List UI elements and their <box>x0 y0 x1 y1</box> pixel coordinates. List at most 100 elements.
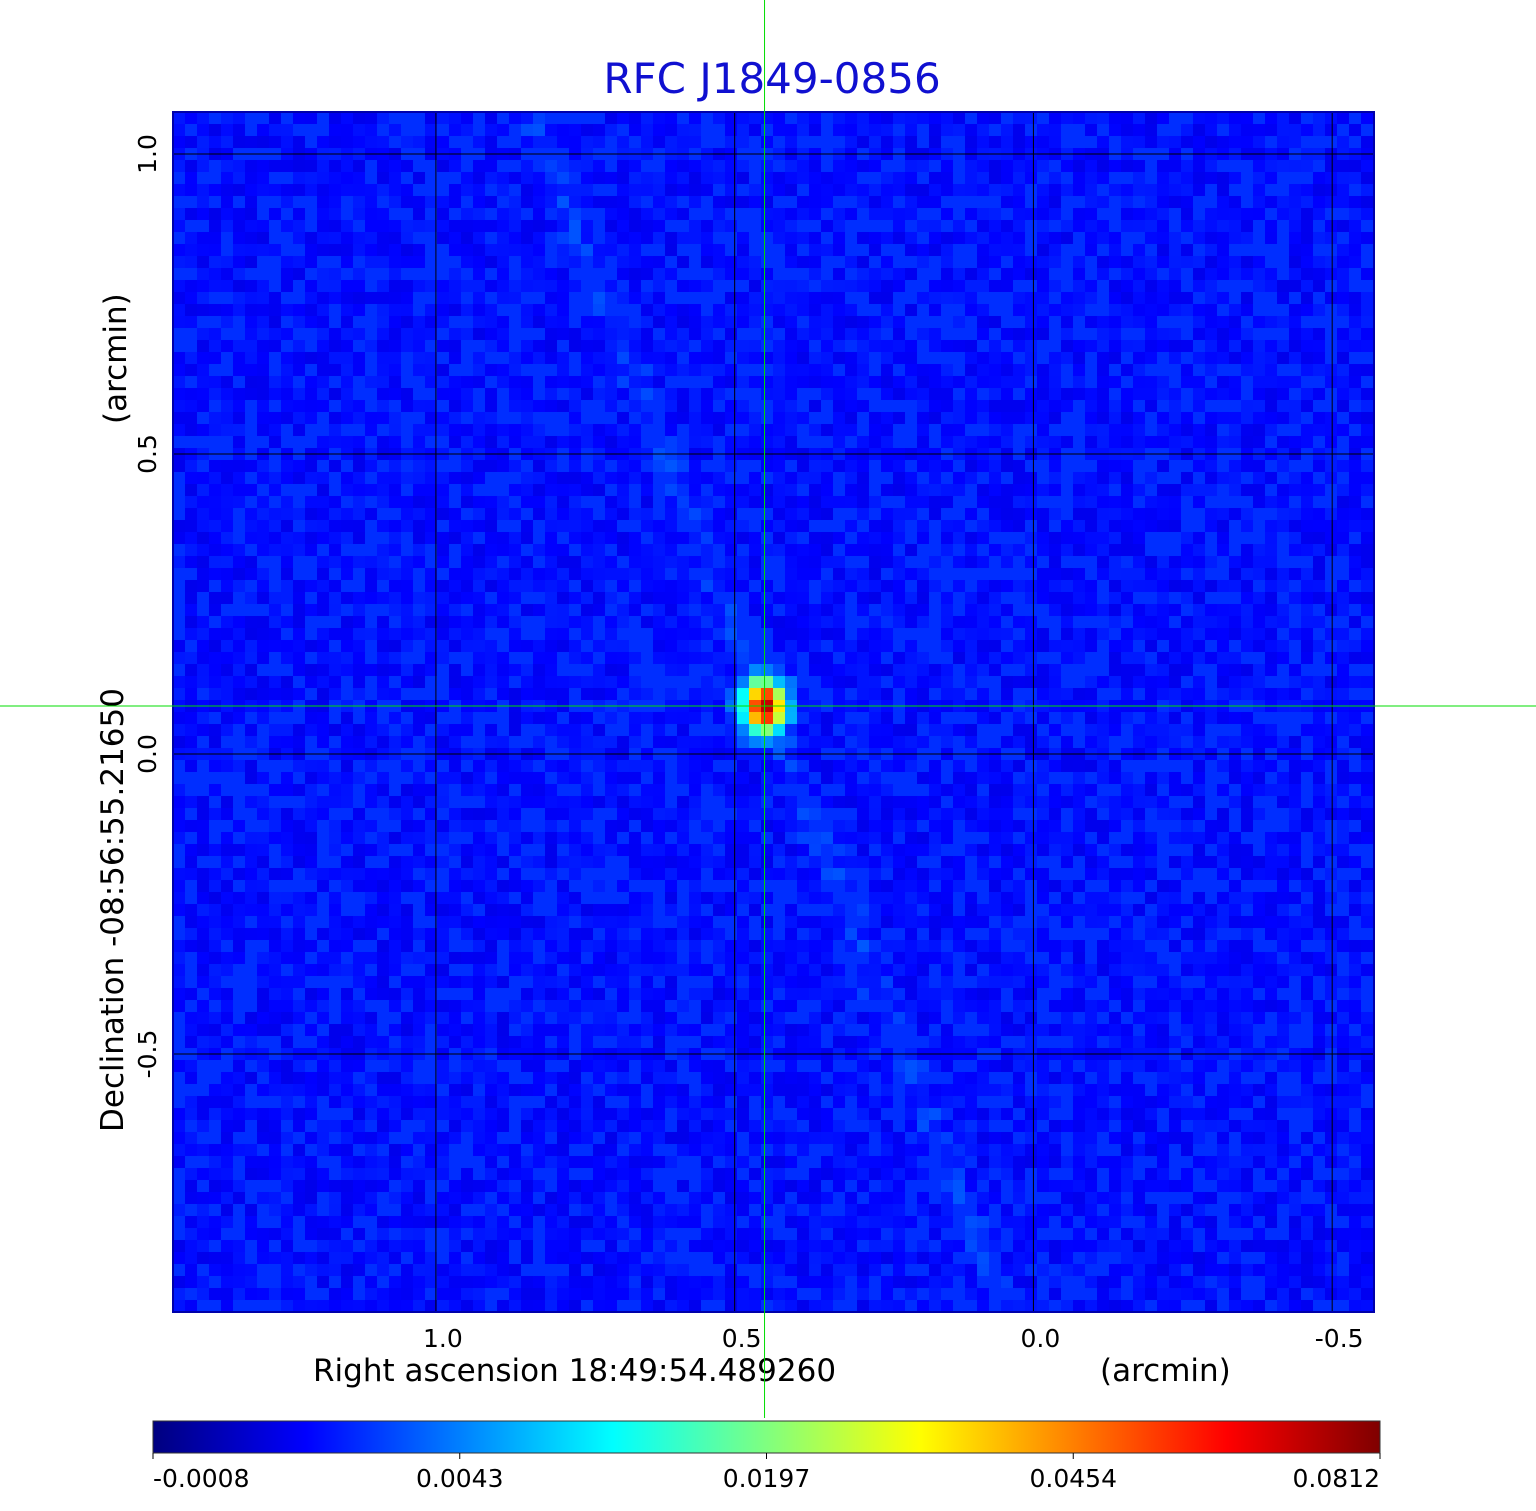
map-pixel <box>317 496 329 508</box>
map-pixel <box>641 544 653 556</box>
map-pixel <box>269 160 281 172</box>
map-pixel <box>629 124 641 136</box>
map-pixel <box>1337 772 1349 784</box>
map-pixel <box>425 124 437 136</box>
map-pixel <box>773 844 785 856</box>
map-pixel <box>1097 508 1109 520</box>
map-pixel <box>569 568 581 580</box>
map-pixel <box>1109 376 1121 388</box>
map-pixel <box>809 556 821 568</box>
map-pixel <box>1145 316 1157 328</box>
map-pixel <box>785 340 797 352</box>
map-pixel <box>209 352 221 364</box>
map-pixel <box>1265 496 1277 508</box>
map-pixel <box>413 844 425 856</box>
map-pixel <box>413 256 425 268</box>
map-pixel <box>497 916 509 928</box>
map-pixel <box>881 256 893 268</box>
map-pixel <box>1061 796 1073 808</box>
map-pixel <box>209 472 221 484</box>
map-pixel <box>1145 844 1157 856</box>
map-pixel <box>521 520 533 532</box>
map-pixel <box>1061 628 1073 640</box>
map-pixel <box>929 364 941 376</box>
map-pixel <box>1001 868 1013 880</box>
map-pixel <box>245 892 257 904</box>
map-pixel <box>1265 160 1277 172</box>
map-pixel <box>209 244 221 256</box>
map-pixel <box>281 532 293 544</box>
map-pixel <box>317 472 329 484</box>
map-pixel <box>245 868 257 880</box>
map-pixel <box>941 736 953 748</box>
map-pixel <box>485 508 497 520</box>
map-pixel <box>1145 352 1157 364</box>
map-pixel <box>689 460 701 472</box>
map-pixel <box>521 892 533 904</box>
map-pixel <box>197 160 209 172</box>
map-pixel <box>557 616 569 628</box>
map-pixel <box>353 844 365 856</box>
map-pixel <box>377 592 389 604</box>
map-pixel <box>1001 388 1013 400</box>
map-pixel <box>1013 904 1025 916</box>
map-pixel <box>989 244 1001 256</box>
map-pixel <box>437 628 449 640</box>
map-pixel <box>1325 292 1337 304</box>
map-pixel <box>1289 232 1301 244</box>
map-pixel <box>185 664 197 676</box>
map-pixel <box>365 208 377 220</box>
map-pixel <box>281 328 293 340</box>
map-pixel <box>809 844 821 856</box>
map-pixel <box>1217 784 1229 796</box>
map-pixel <box>965 772 977 784</box>
map-pixel <box>377 568 389 580</box>
map-pixel <box>545 928 557 940</box>
map-pixel <box>1205 232 1217 244</box>
map-pixel <box>941 112 953 124</box>
map-pixel <box>1025 832 1037 844</box>
map-pixel <box>473 244 485 256</box>
map-pixel <box>1193 160 1205 172</box>
map-pixel <box>737 112 749 124</box>
map-pixel <box>605 328 617 340</box>
map-pixel <box>737 172 749 184</box>
map-pixel <box>725 112 737 124</box>
map-pixel <box>629 688 641 700</box>
map-pixel <box>1229 760 1241 772</box>
map-pixel <box>641 892 653 904</box>
map-pixel <box>737 712 749 724</box>
map-pixel <box>713 256 725 268</box>
map-pixel <box>257 376 269 388</box>
map-pixel <box>233 664 245 676</box>
map-pixel <box>521 664 533 676</box>
map-pixel <box>1085 208 1097 220</box>
map-pixel <box>1253 208 1265 220</box>
map-pixel <box>293 628 305 640</box>
map-pixel <box>1313 184 1325 196</box>
map-pixel <box>377 628 389 640</box>
map-pixel <box>881 844 893 856</box>
map-pixel <box>1073 592 1085 604</box>
map-pixel <box>1061 856 1073 868</box>
map-pixel <box>869 832 881 844</box>
map-pixel <box>665 136 677 148</box>
map-pixel <box>881 388 893 400</box>
map-pixel <box>737 868 749 880</box>
map-pixel <box>533 436 545 448</box>
map-pixel <box>605 508 617 520</box>
map-pixel <box>893 172 905 184</box>
map-pixel <box>1145 400 1157 412</box>
map-pixel <box>593 760 605 772</box>
map-pixel <box>305 352 317 364</box>
map-pixel <box>257 400 269 412</box>
map-pixel <box>1109 256 1121 268</box>
map-pixel <box>761 592 773 604</box>
map-pixel <box>1121 160 1133 172</box>
map-pixel <box>497 424 509 436</box>
map-pixel <box>533 280 545 292</box>
map-pixel <box>389 268 401 280</box>
map-pixel <box>1001 820 1013 832</box>
map-pixel <box>1025 160 1037 172</box>
map-pixel <box>737 688 749 700</box>
